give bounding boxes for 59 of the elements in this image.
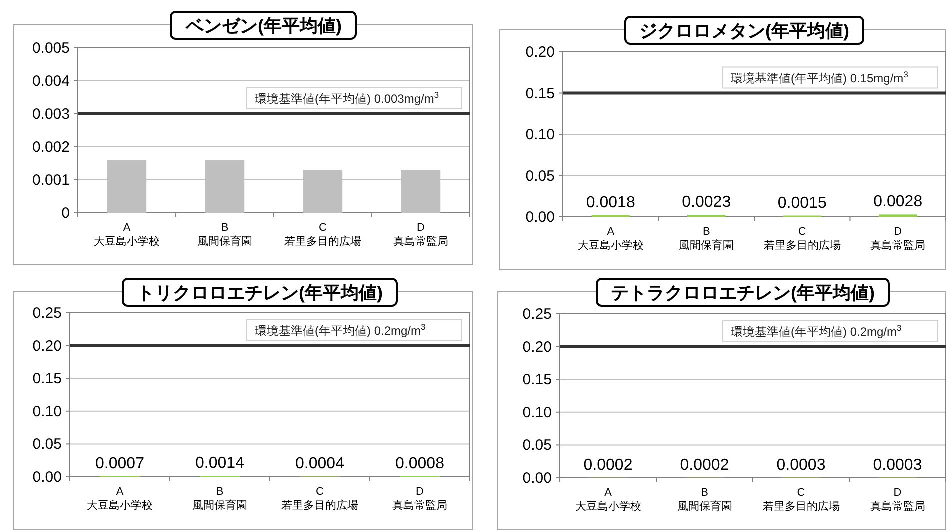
- x-tick-label: B 風間保育園: [677, 487, 732, 513]
- x-tick-label: D 真島常監局: [870, 226, 926, 252]
- y-tick-label: 0.001: [32, 172, 70, 189]
- y-tick-label: 0.05: [526, 168, 555, 185]
- y-tick-label: 0.10: [32, 403, 62, 420]
- data-label: 0.0018: [586, 194, 636, 212]
- data-label: 0.0014: [196, 455, 245, 472]
- y-tick-label: 0.05: [522, 437, 552, 454]
- chart-title: ベンゼン(年平均値): [185, 16, 342, 36]
- x-tick-label: A 大豆島小学校: [578, 226, 644, 252]
- y-tick-label: 0.00: [522, 470, 552, 487]
- data-label: 0.0028: [874, 194, 923, 211]
- data-label: 0.0008: [396, 455, 445, 472]
- y-tick-label: 0: [62, 205, 70, 222]
- y-tick-label: 0.10: [526, 126, 555, 144]
- x-tick-label: B 風間保育園: [198, 222, 252, 248]
- y-tick-label: 0.05: [32, 436, 62, 454]
- data-label: 0.0004: [296, 456, 345, 473]
- y-tick-label: 0.005: [32, 40, 70, 57]
- y-tick-label: 0.25: [522, 306, 552, 323]
- ref-line-label: 環境基準値(年平均値) 0.003mg/m$^{3}$: [255, 90, 440, 106]
- chart-title: テトラクロロエチレン(年平均値): [611, 283, 875, 303]
- ref-line-label: 環境基準値(年平均値) 0.2mg/m$^{3}$: [255, 322, 426, 338]
- data-label: 0.0007: [96, 456, 145, 473]
- chart-title: トリクロロエチレン(年平均値): [137, 283, 383, 303]
- x-tick-label: C 若里多目的広場: [284, 222, 362, 248]
- data-label: 0.0003: [776, 456, 826, 474]
- x-tick-label: B 風間保育園: [679, 226, 734, 252]
- x-tick-label: B 風間保育園: [192, 486, 248, 512]
- x-tick-label: D 真島常監局: [392, 486, 448, 512]
- x-tick-label: D 真島常監局: [870, 487, 926, 513]
- y-tick-label: 0.20: [522, 338, 552, 356]
- data-label: 0.0015: [778, 194, 827, 212]
- data-label: 0.0002: [584, 456, 633, 474]
- y-tick-label: 0.10: [522, 404, 552, 422]
- y-tick-label: 0.00: [526, 209, 555, 226]
- y-tick-label: 0.00: [32, 469, 62, 486]
- x-tick-label: C 若里多目的広場: [282, 486, 358, 512]
- data-label: 0.0023: [682, 194, 732, 212]
- y-tick-label: 0.15: [526, 85, 555, 102]
- y-tick-label: 0.003: [32, 106, 70, 123]
- y-tick-label: 0.20: [32, 338, 62, 355]
- data-label: 0.0003: [873, 456, 922, 474]
- data-label: 0.0002: [680, 456, 730, 474]
- x-tick-label: A 大豆島小学校: [87, 486, 153, 512]
- ref-line-label: 環境基準値(年平均値) 0.15mg/m$^{3}$: [731, 69, 909, 86]
- x-tick-label: A 大豆島小学校: [94, 222, 160, 248]
- x-tick-label: D 真島常監局: [394, 222, 448, 248]
- y-tick-label: 0.20: [526, 44, 555, 61]
- ref-line-label: 環境基準値(年平均値) 0.2mg/m$^{3}$: [731, 322, 902, 339]
- y-tick-label: 0.15: [522, 372, 552, 389]
- x-tick-label: A 大豆島小学校: [575, 487, 642, 513]
- y-tick-label: 0.004: [32, 73, 70, 90]
- y-tick-label: 0.15: [32, 370, 62, 388]
- y-tick-label: 0.002: [32, 139, 70, 156]
- x-tick-label: C 若里多目的広場: [762, 487, 840, 513]
- chart-title: ジクロロメタン(年平均値): [640, 21, 850, 41]
- y-tick-label: 0.25: [32, 305, 62, 322]
- x-tick-label: C 若里多目的広場: [764, 226, 841, 252]
